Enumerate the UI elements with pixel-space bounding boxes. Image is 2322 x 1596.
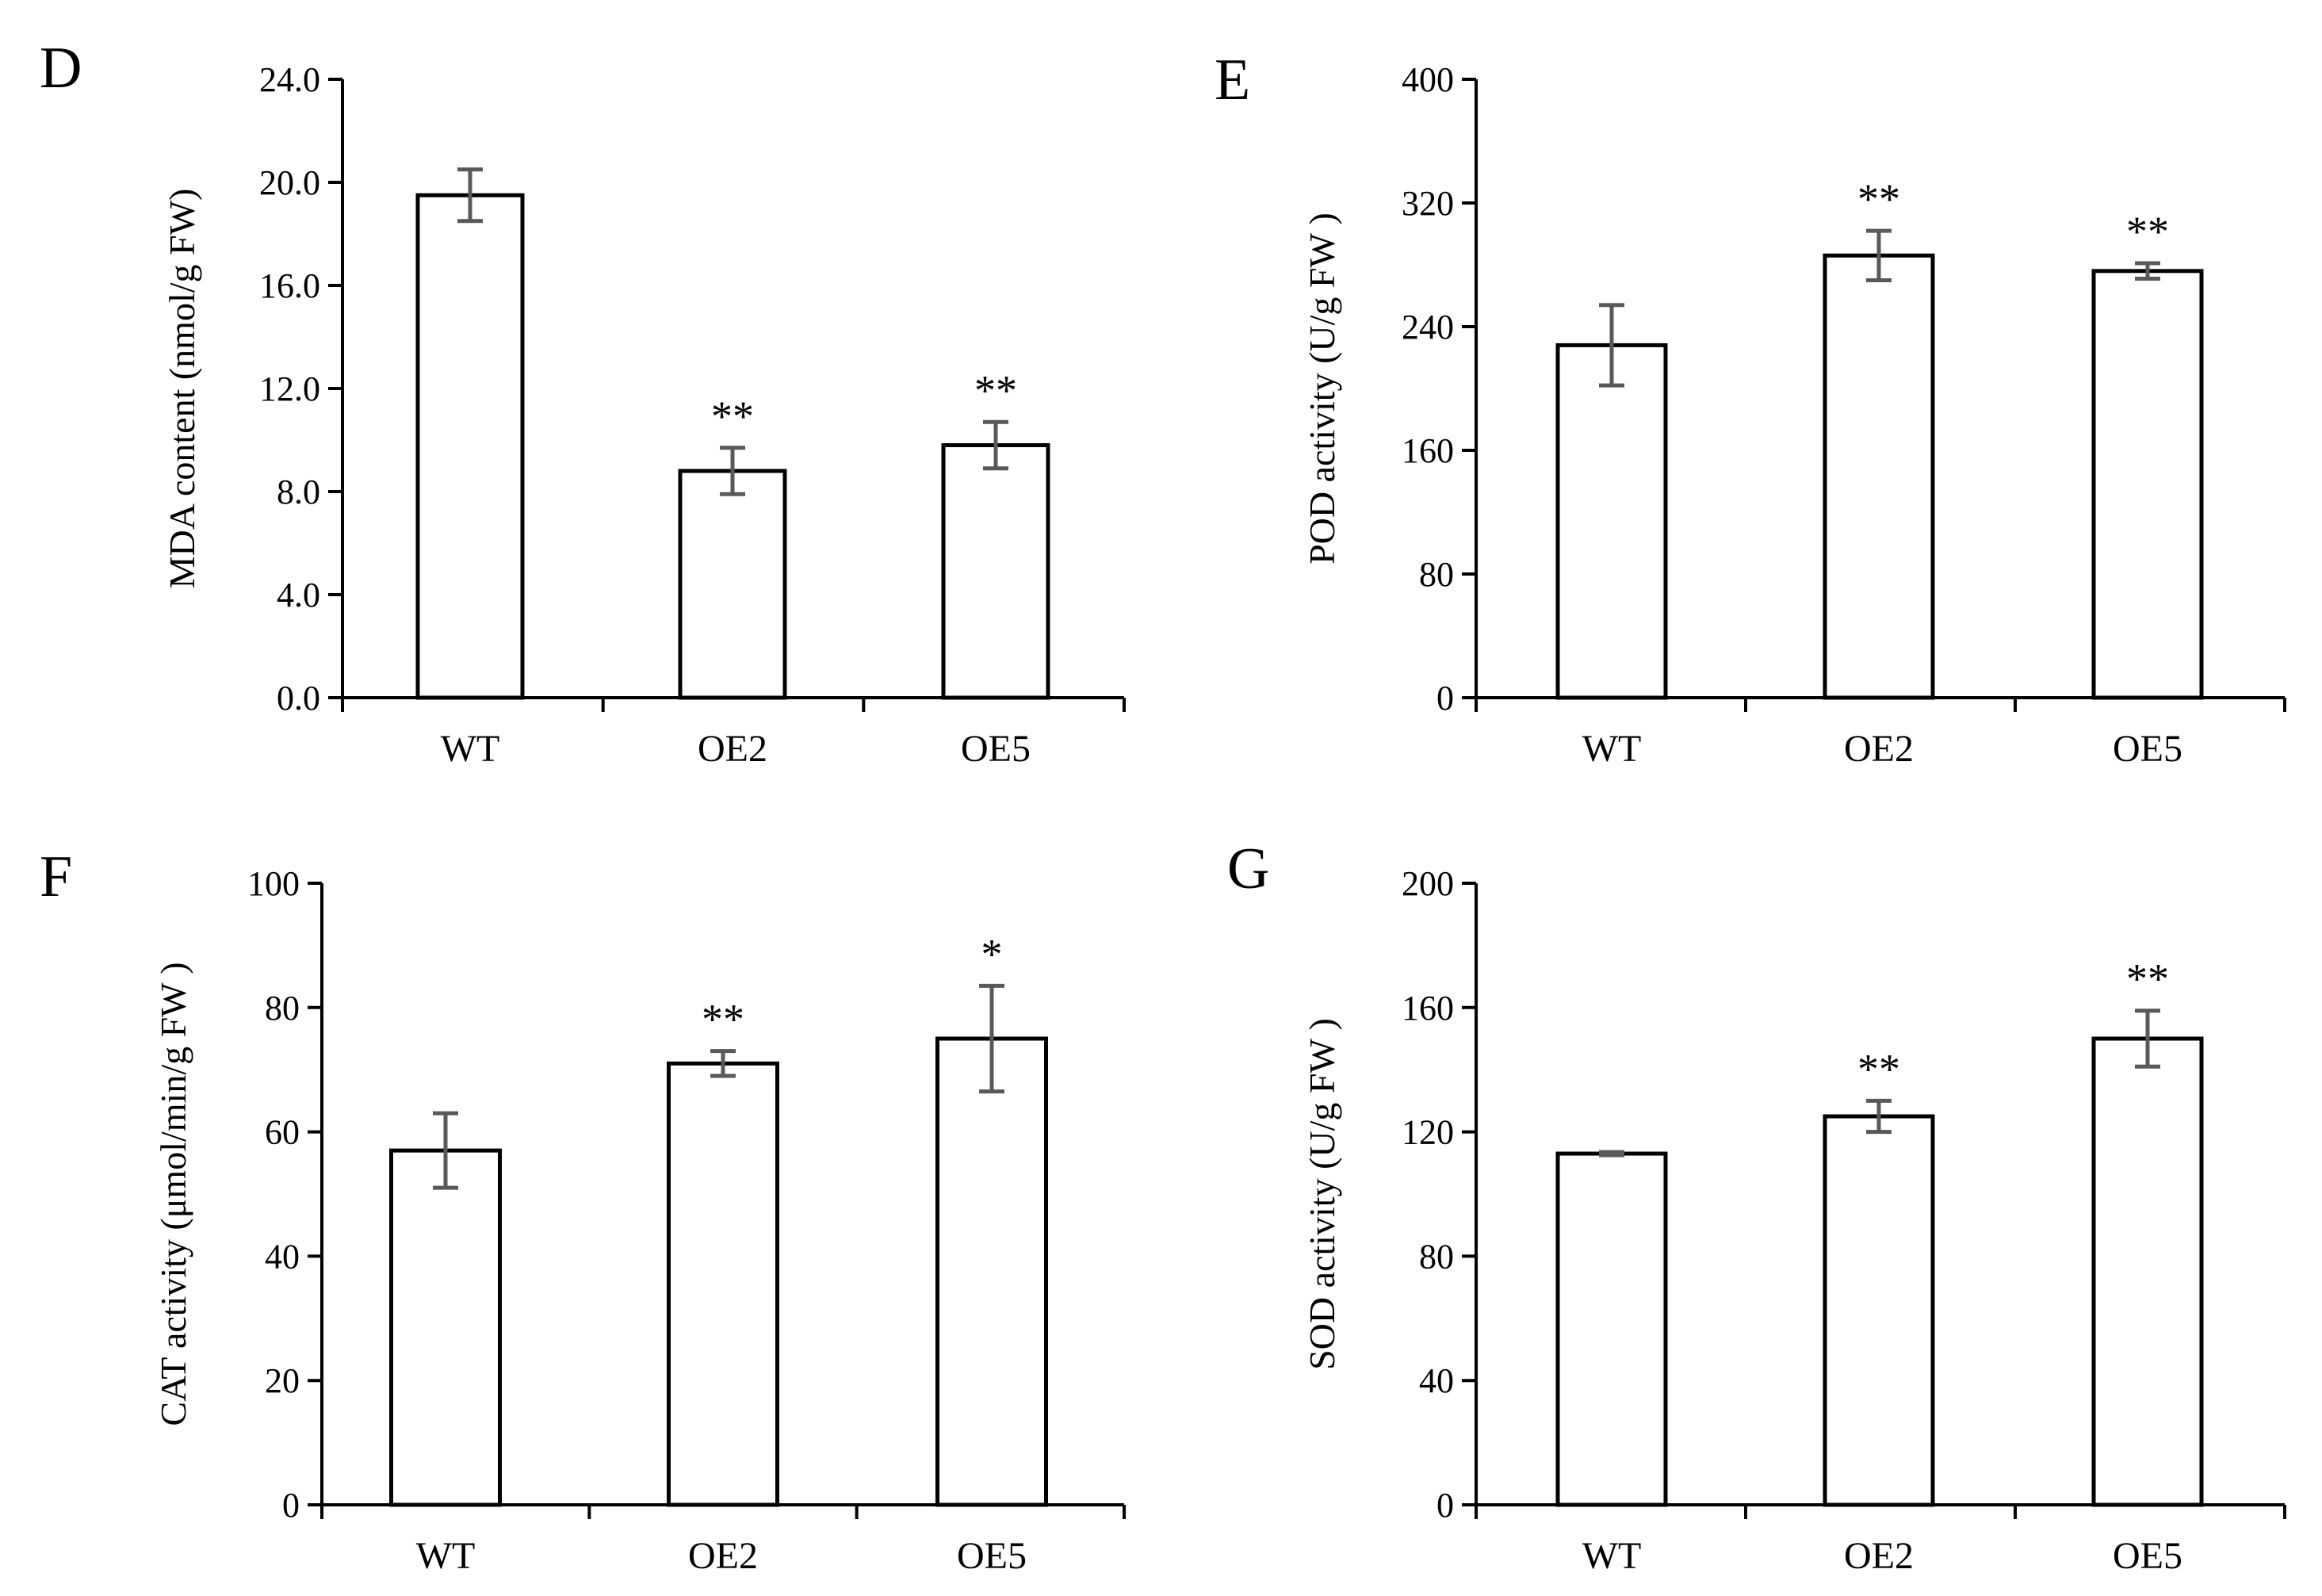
panel-letter: E <box>1215 48 1250 113</box>
bar-wt <box>389 1148 502 1507</box>
error-bar-oe2 <box>1866 1098 1892 1135</box>
y-tick-label: 0 <box>1436 1486 1454 1525</box>
panel-letter: F <box>40 844 72 909</box>
y-axis-title: CAT activity (μmol/min/g FW ) <box>153 962 193 1426</box>
error-bar-oe5 <box>2135 1009 2160 1069</box>
y-axis-title: SOD activity (U/g FW ) <box>1302 1018 1342 1370</box>
y-tick-label: 0 <box>282 1486 300 1525</box>
y-tick-label: 80 <box>1419 555 1454 594</box>
x-tick-label: WT <box>441 728 500 770</box>
y-tick-label: 60 <box>265 1113 300 1152</box>
bar-oe5 <box>2091 269 2204 700</box>
error-bar-oe2 <box>1866 228 1892 282</box>
error-bar-wt <box>1599 1150 1624 1158</box>
x-tick-label: OE5 <box>2113 1535 2182 1577</box>
y-tick-label: 0.0 <box>277 679 320 718</box>
error-bar-oe2 <box>710 1049 736 1078</box>
y-tick-label: 100 <box>247 864 300 903</box>
error-bar-wt <box>433 1111 458 1190</box>
bar-wt <box>1555 1151 1668 1507</box>
bar-oe2 <box>667 1061 779 1507</box>
significance-mark: ** <box>1857 1045 1900 1093</box>
y-tick-label: 20 <box>265 1361 300 1400</box>
bar-oe2 <box>1823 1114 1935 1507</box>
y-tick-label: 16.0 <box>259 266 320 305</box>
significance-mark: ** <box>1857 175 1900 223</box>
y-tick-label: 20.0 <box>259 163 320 202</box>
bar-oe5 <box>935 1036 1048 1507</box>
error-bar-wt <box>457 167 483 224</box>
x-tick-label: OE2 <box>1844 1535 1914 1577</box>
panel-letter: G <box>1227 836 1269 901</box>
significance-mark: ** <box>702 996 744 1043</box>
y-tick-label: 40 <box>1419 1361 1454 1400</box>
x-tick-label: WT <box>1582 1535 1642 1577</box>
significance-mark: ** <box>2126 955 2169 1003</box>
significance-mark: ** <box>974 366 1017 414</box>
error-bar-oe5 <box>979 983 1004 1094</box>
y-tick-label: 400 <box>1402 60 1454 99</box>
bar-oe2 <box>678 469 787 700</box>
y-tick-label: 200 <box>1402 864 1454 903</box>
bar-oe5 <box>2091 1036 2204 1507</box>
significance-mark: ** <box>711 392 754 440</box>
error-bar-wt <box>1599 303 1624 388</box>
significance-mark: ** <box>2126 208 2169 255</box>
y-axis-title: POD activity (U/g FW ) <box>1302 212 1342 565</box>
x-tick-label: WT <box>416 1535 476 1577</box>
y-tick-label: 24.0 <box>259 60 320 99</box>
x-tick-label: OE2 <box>688 1535 758 1577</box>
x-tick-label: OE2 <box>698 728 767 770</box>
y-tick-label: 12.0 <box>259 369 320 408</box>
y-tick-label: 160 <box>1402 989 1454 1028</box>
chart-panel-e: E POD activity (U/g FW ) ** ** 0 80 160 240 320 4… <box>1215 48 2286 770</box>
y-tick-label: 8.0 <box>277 473 320 511</box>
y-tick-label: 320 <box>1402 184 1454 223</box>
error-bar-oe5 <box>983 419 1008 471</box>
bar-wt <box>415 193 525 700</box>
chart-panel-d: D MDA content (nmol/g FW) ** ** 0.0 4.0 8.0 12.… <box>40 36 1126 770</box>
y-axis-title: MDA content (nmol/g FW) <box>162 189 202 589</box>
x-tick-label: OE5 <box>2113 728 2182 770</box>
chart-panel-g: G SOD activity (U/g FW ) ** ** 0 40 80 120 160 20… <box>1227 836 2286 1577</box>
x-tick-label: WT <box>1582 728 1642 770</box>
bar-oe2 <box>1823 253 1935 700</box>
significance-mark: * <box>981 930 1003 978</box>
error-bar-oe5 <box>2135 261 2160 281</box>
y-tick-label: 120 <box>1402 1113 1454 1152</box>
y-tick-label: 40 <box>265 1237 300 1276</box>
bar-oe5 <box>941 443 1050 700</box>
y-tick-label: 80 <box>1419 1237 1454 1276</box>
panel-letter: D <box>40 36 82 101</box>
y-tick-label: 4.0 <box>277 576 320 614</box>
x-tick-label: OE5 <box>961 728 1031 770</box>
error-bar-oe2 <box>720 446 745 496</box>
x-tick-label: OE5 <box>957 1535 1027 1577</box>
y-tick-label: 240 <box>1402 308 1454 346</box>
x-tick-label: OE2 <box>1844 728 1914 770</box>
y-tick-label: 0 <box>1436 679 1454 718</box>
y-tick-label: 80 <box>265 989 300 1028</box>
bar-wt <box>1555 343 1668 700</box>
y-tick-label: 160 <box>1402 431 1454 470</box>
